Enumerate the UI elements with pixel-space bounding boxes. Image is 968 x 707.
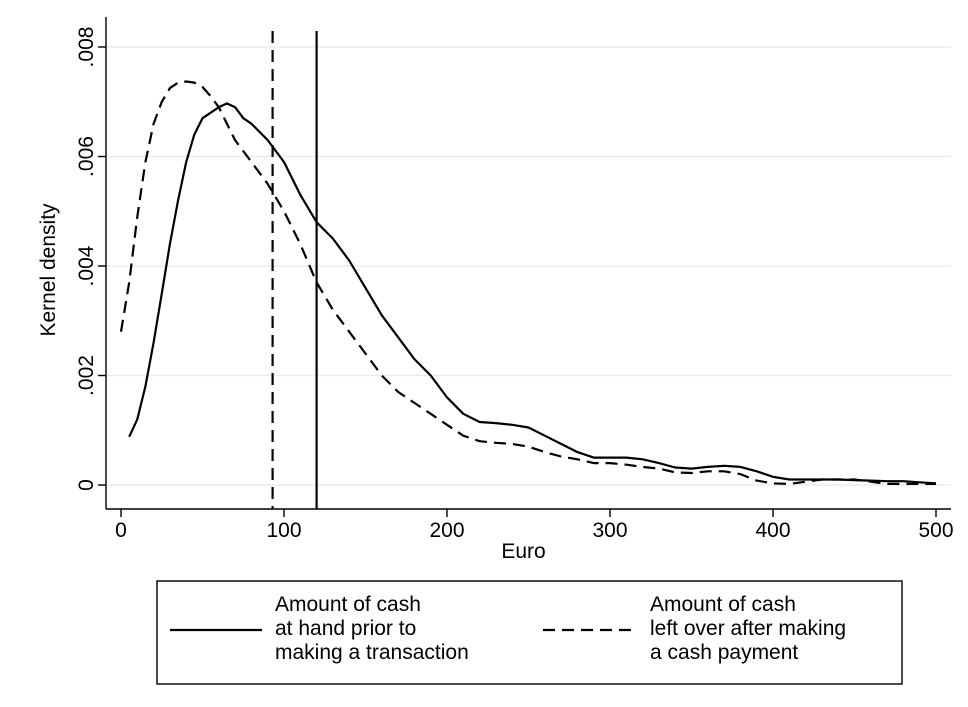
x-tick-label-4: 400 (755, 519, 790, 542)
y-axis-title: Kernel density (37, 203, 60, 337)
y-tick-label-4: .008 (75, 27, 98, 68)
x-tick-label-2: 200 (429, 519, 464, 542)
x-tick-label-1: 100 (266, 519, 301, 542)
x-axis-title: Euro (501, 540, 545, 563)
x-tick-label-5: 500 (918, 519, 953, 542)
legend-label-1-line-2: at hand prior to (275, 617, 416, 640)
legend-label-1-line-3: making a transaction (275, 641, 469, 664)
legend-label-1-line-1: Amount of cash (275, 593, 421, 616)
y-tick-label-1: .002 (75, 355, 98, 396)
x-tick-label-0: 0 (115, 519, 127, 542)
legend-label-2-line-1: Amount of cash (650, 593, 796, 616)
y-tick-label-2: .004 (75, 245, 98, 286)
x-tick-label-3: 300 (592, 519, 627, 542)
y-tick-label-3: .006 (75, 136, 98, 177)
legend-label-2-line-2: left over after making (650, 617, 846, 640)
y-tick-label-0: 0 (75, 479, 98, 491)
legend-label-2-line-3: a cash payment (650, 641, 798, 664)
